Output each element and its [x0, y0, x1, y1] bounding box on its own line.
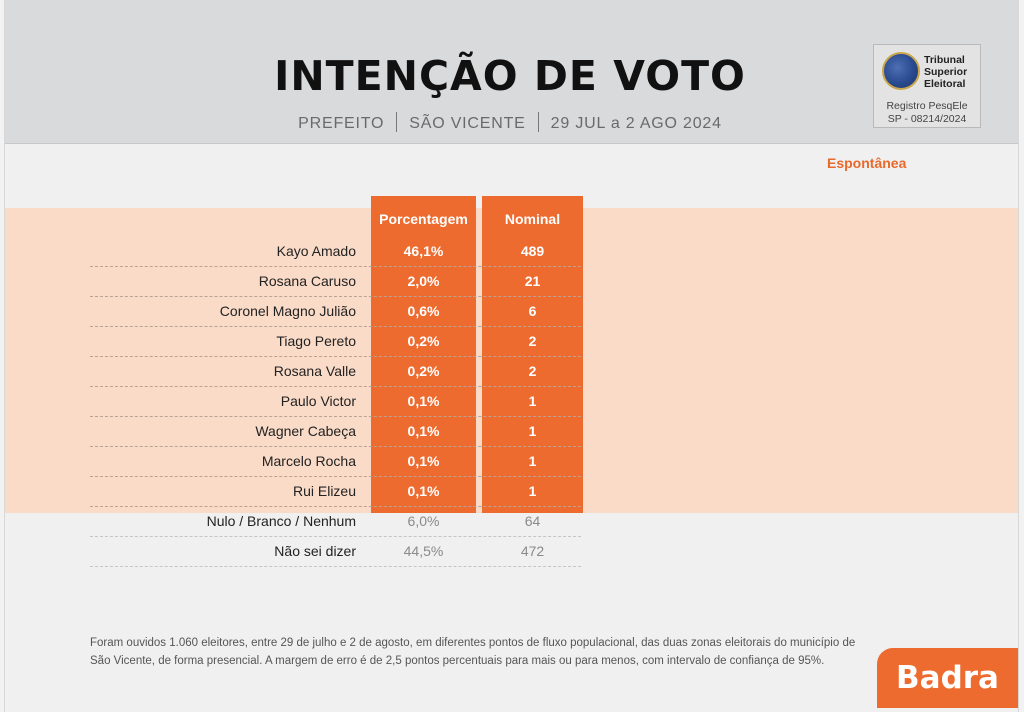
- nominal-value: 1: [528, 393, 537, 409]
- poll-card: INTENÇÃO DE VOTO PREFEITO SÃO VICENTE 29 J…: [4, 0, 1019, 712]
- nominal-value: 472: [520, 543, 545, 559]
- nominal-value: 64: [524, 513, 541, 529]
- candidate-name: Rui Elizeu: [292, 483, 356, 499]
- city-label: SÃO VICENTE: [409, 115, 526, 132]
- survey-type-label: Espontânea: [827, 155, 907, 171]
- subtitle: PREFEITO SÃO VICENTE 29 JUL a 2 AGO 2024: [5, 112, 1015, 133]
- row-divider: [90, 386, 581, 387]
- tse-registry-badge: Tribunal Superior Eleitoral Registro Pes…: [873, 44, 981, 128]
- row-divider: [90, 296, 581, 297]
- column-header-percentage: Porcentagem: [379, 211, 468, 227]
- row-divider: [90, 416, 581, 417]
- percentage-value: 0,1%: [407, 453, 440, 469]
- percentage-value: 6,0%: [407, 513, 440, 529]
- brand-logo: Badra: [877, 648, 1018, 708]
- candidate-name: Rosana Valle: [273, 363, 356, 379]
- registry-line: Registro PesqEle: [886, 100, 968, 112]
- period-label: 29 JUL a 2 AGO 2024: [550, 115, 722, 132]
- percentage-value: 44,5%: [403, 543, 444, 559]
- nominal-column: [482, 196, 583, 513]
- table-row: Paulo Victor 0,1% 1: [5, 387, 1018, 417]
- row-divider: [90, 446, 581, 447]
- row-divider: [90, 566, 581, 567]
- nominal-value: 21: [524, 273, 541, 289]
- tse-name-line: Superior: [924, 66, 968, 78]
- table-row: Não sei dizer 44,5% 472: [5, 537, 1018, 567]
- nominal-value: 1: [528, 453, 537, 469]
- row-divider: [90, 266, 581, 267]
- percentage-value: 0,1%: [407, 393, 440, 409]
- column-header-nominal: Nominal: [504, 211, 561, 227]
- header: INTENÇÃO DE VOTO PREFEITO SÃO VICENTE 29 J…: [5, 0, 1018, 144]
- table-row: Tiago Pereto 0,2% 2: [5, 327, 1018, 357]
- table-row: Rui Elizeu 0,1% 1: [5, 477, 1018, 507]
- separator: [396, 112, 398, 132]
- row-divider: [90, 326, 581, 327]
- percentage-column: [371, 196, 476, 513]
- tse-registry: Registro PesqEle SP - 08214/2024: [874, 100, 980, 126]
- percentage-value: 0,1%: [407, 483, 440, 499]
- candidate-name: Kayo Amado: [276, 243, 356, 259]
- percentage-value: 46,1%: [403, 243, 444, 259]
- tse-name-line: Eleitoral: [924, 78, 966, 90]
- row-divider: [90, 506, 581, 507]
- nominal-value: 6: [528, 303, 537, 319]
- tse-name: Tribunal Superior Eleitoral: [924, 54, 967, 90]
- nominal-value: 2: [528, 363, 537, 379]
- table-row: Kayo Amado 46,1% 489: [5, 237, 1018, 267]
- table-row: Rosana Valle 0,2% 2: [5, 357, 1018, 387]
- candidate-name: Coronel Magno Julião: [219, 303, 356, 319]
- tse-name-line: Tribunal: [924, 54, 965, 66]
- candidate-name: Não sei dizer: [274, 543, 356, 559]
- registry-number: SP - 08214/2024: [887, 113, 967, 125]
- table-row: Nulo / Branco / Nenhum 6,0% 64: [5, 507, 1018, 537]
- table-row: Marcelo Rocha 0,1% 1: [5, 447, 1018, 477]
- row-divider: [90, 536, 581, 537]
- candidate-name: Paulo Victor: [280, 393, 356, 409]
- row-divider: [90, 356, 581, 357]
- candidate-name: Marcelo Rocha: [261, 453, 356, 469]
- nominal-value: 489: [520, 243, 545, 259]
- office-label: PREFEITO: [298, 115, 385, 132]
- nominal-value: 2: [528, 333, 537, 349]
- candidate-name: Tiago Pereto: [276, 333, 356, 349]
- tse-logo-icon: [882, 52, 920, 90]
- candidate-name: Nulo / Branco / Nenhum: [206, 513, 356, 529]
- methodology-note: Foram ouvidos 1.060 eleitores, entre 29 …: [90, 637, 856, 667]
- percentage-value: 0,2%: [407, 363, 440, 379]
- page-title: INTENÇÃO DE VOTO: [274, 52, 746, 100]
- percentage-value: 2,0%: [407, 273, 440, 289]
- row-divider: [90, 476, 581, 477]
- table-row: Coronel Magno Julião 0,6% 6: [5, 297, 1018, 327]
- percentage-value: 0,2%: [407, 333, 440, 349]
- table-row: Wagner Cabeça 0,1% 1: [5, 417, 1018, 447]
- percentage-value: 0,1%: [407, 423, 440, 439]
- separator: [537, 112, 539, 132]
- candidate-name: Wagner Cabeça: [255, 423, 356, 439]
- percentage-value: 0,6%: [407, 303, 440, 319]
- nominal-value: 1: [528, 423, 537, 439]
- table-row: Rosana Caruso 2,0% 21: [5, 267, 1018, 297]
- candidate-name: Rosana Caruso: [258, 273, 356, 289]
- nominal-value: 1: [528, 483, 537, 499]
